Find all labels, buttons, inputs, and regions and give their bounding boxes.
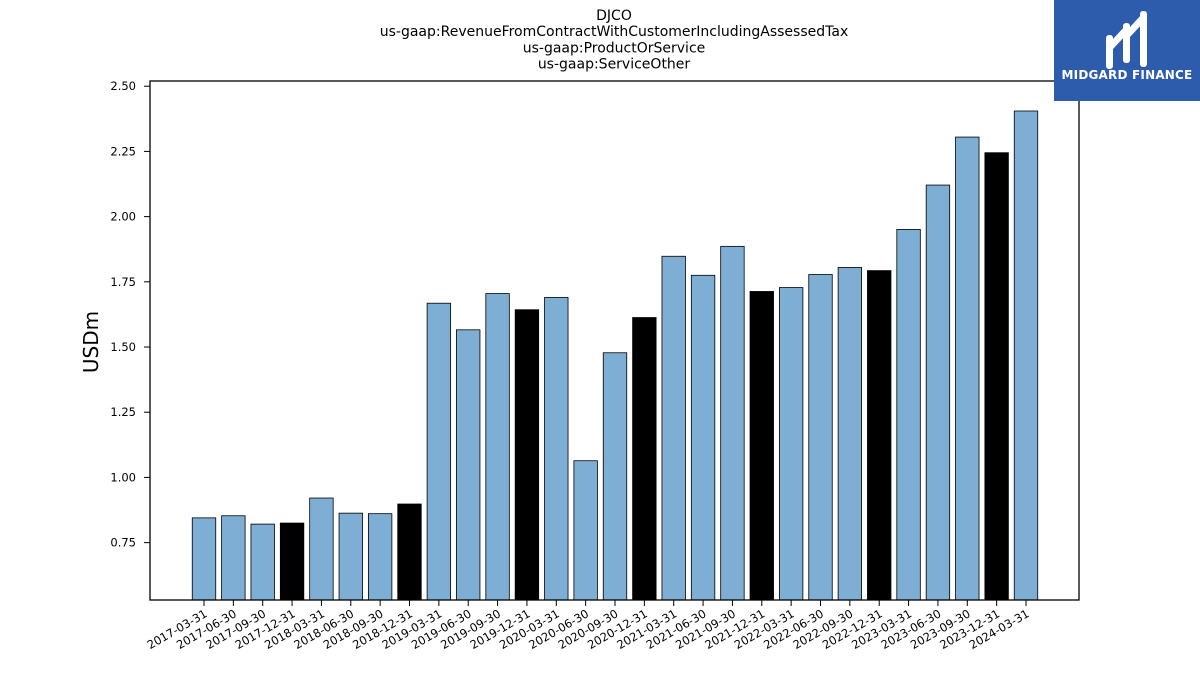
bar (397, 503, 422, 601)
y-tick-label: 2.50 (110, 79, 136, 93)
chart-title-line: DJCO (596, 8, 632, 24)
chart-title-line: us-gaap:ServiceOther (538, 57, 691, 73)
y-tick-label: 1.50 (110, 340, 136, 354)
bar (338, 512, 363, 601)
bar (632, 317, 657, 601)
chart-title: DJCOus-gaap:RevenueFromContractWithCusto… (380, 8, 849, 73)
bar (749, 291, 774, 601)
y-tick-label: 1.00 (110, 470, 136, 484)
bar (808, 274, 833, 601)
bar (544, 297, 569, 601)
bar (720, 245, 745, 601)
x-axis: 2017-03-312017-06-302017-09-302017-12-31… (145, 600, 1032, 652)
bar (221, 515, 246, 601)
midgard-logo-icon (1106, 11, 1147, 69)
bars (191, 110, 1039, 601)
bar (367, 513, 393, 601)
bar (514, 309, 540, 601)
bar (955, 136, 980, 601)
y-tick-label: 1.25 (110, 405, 136, 419)
bar (191, 517, 217, 601)
bar (984, 152, 1009, 601)
y-tick-label: 1.75 (110, 275, 136, 289)
bar (485, 293, 510, 601)
bar (250, 523, 275, 601)
bar (279, 522, 305, 601)
y-tick-label: 2.00 (110, 210, 136, 224)
bar (456, 329, 481, 601)
bar (867, 270, 892, 601)
bar (309, 497, 334, 601)
y-axis-label: USDm (79, 311, 103, 373)
y-tick-label: 0.75 (110, 536, 136, 550)
bar (1013, 110, 1039, 601)
bar (925, 184, 951, 601)
bar (690, 274, 716, 601)
bar (573, 460, 598, 601)
y-tick-label: 2.25 (110, 144, 136, 158)
bar (837, 267, 863, 601)
y-axis: 0.75 1.00 1.25 1.50 1.75 2.00 2.25 2.50 (110, 79, 150, 550)
bar (602, 352, 628, 601)
chart-title-line: us-gaap:ProductOrService (523, 40, 706, 56)
chart-title-line: us-gaap:RevenueFromContractWithCustomerI… (380, 24, 849, 40)
bar (896, 228, 921, 601)
bar (661, 255, 686, 601)
bar (778, 287, 804, 601)
bar (426, 302, 452, 601)
brand-name: MIDGARD FINANCE (1061, 68, 1193, 82)
plot-frame (149, 80, 1080, 601)
brand-logo: MIDGARD FINANCE (1054, 0, 1200, 101)
